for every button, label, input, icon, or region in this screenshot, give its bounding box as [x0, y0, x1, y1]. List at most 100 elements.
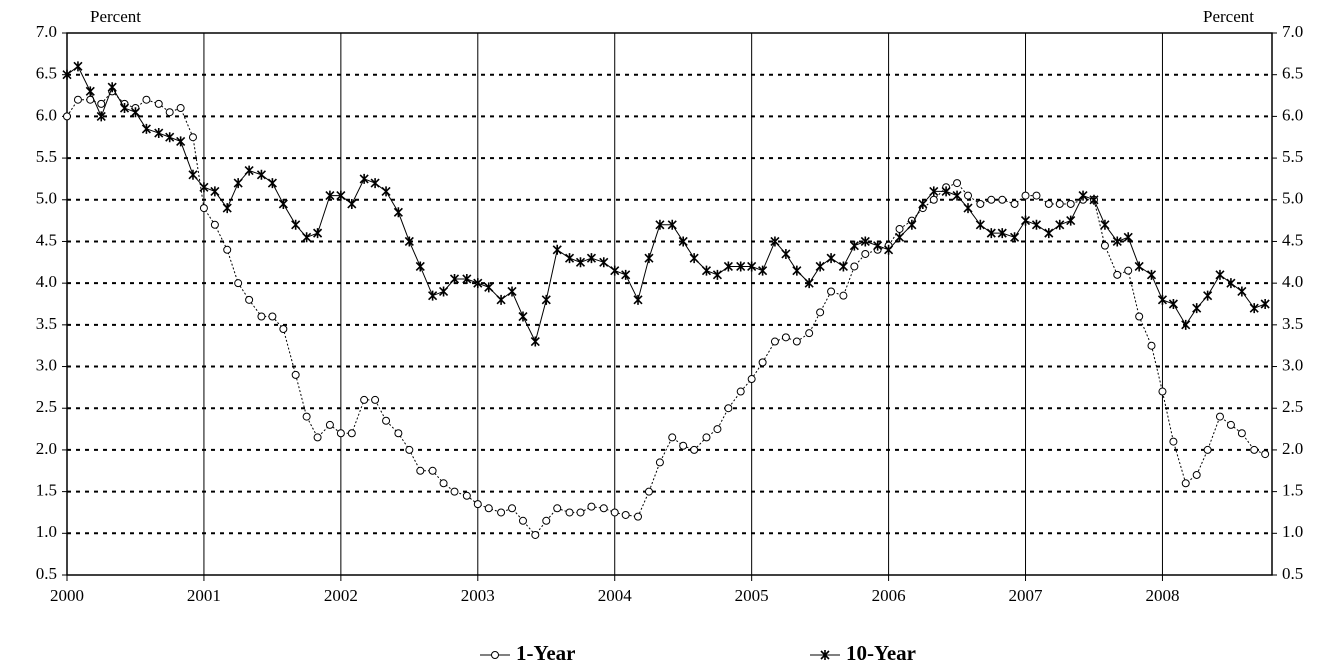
- point: [804, 278, 814, 289]
- point: [1124, 266, 1133, 275]
- point: [679, 441, 688, 450]
- point: [484, 282, 494, 293]
- point: [1100, 241, 1109, 250]
- x-tick-label: 2004: [598, 586, 633, 605]
- point: [839, 291, 848, 300]
- point: [644, 487, 653, 496]
- point: [496, 294, 506, 305]
- point: [199, 182, 209, 193]
- point: [1100, 219, 1110, 230]
- point: [1237, 286, 1247, 297]
- point: [655, 219, 665, 230]
- legend-label: 1-Year: [516, 641, 575, 665]
- point: [1044, 228, 1054, 239]
- point: [199, 204, 208, 213]
- point: [176, 136, 186, 147]
- y2-tick-label: 6.0: [1282, 105, 1303, 124]
- point: [347, 198, 357, 209]
- point: [234, 279, 243, 288]
- point: [210, 220, 219, 229]
- point: [313, 228, 323, 239]
- point: [565, 508, 574, 517]
- point: [473, 278, 483, 289]
- point: [770, 236, 780, 247]
- point: [518, 311, 528, 322]
- point: [621, 269, 631, 280]
- point: [1055, 219, 1065, 230]
- point: [701, 265, 712, 276]
- point: [1192, 470, 1201, 479]
- point: [382, 416, 391, 425]
- point: [302, 232, 312, 243]
- y2-tick-label: 5.5: [1282, 147, 1303, 166]
- point: [1066, 199, 1075, 208]
- point: [805, 329, 814, 338]
- point: [291, 219, 301, 230]
- y-tick-label: 6.5: [36, 64, 57, 83]
- point: [792, 337, 801, 346]
- point: [405, 445, 414, 454]
- point: [634, 512, 643, 521]
- point: [575, 257, 586, 268]
- point: [1226, 278, 1236, 289]
- point: [1113, 270, 1122, 279]
- y-tick-label: 3.0: [36, 355, 57, 374]
- point: [610, 508, 619, 517]
- point: [827, 287, 836, 296]
- point: [1237, 429, 1246, 438]
- point: [736, 261, 746, 272]
- x-tick-label: 2006: [872, 586, 906, 605]
- point: [1010, 199, 1019, 208]
- point: [952, 190, 962, 201]
- y-axis-label: Percent: [90, 7, 141, 26]
- point: [393, 207, 403, 218]
- point: [1215, 412, 1224, 421]
- point: [576, 508, 585, 517]
- point: [678, 236, 688, 247]
- point: [257, 312, 266, 321]
- point: [370, 178, 380, 189]
- point: [873, 240, 883, 251]
- point: [188, 133, 197, 142]
- y2-tick-label: 2.5: [1282, 397, 1303, 416]
- y2-tick-label: 1.5: [1282, 481, 1303, 500]
- point: [655, 458, 664, 467]
- y-tick-label: 1.5: [36, 481, 57, 500]
- point: [963, 203, 973, 214]
- point: [850, 262, 859, 271]
- point: [404, 236, 414, 247]
- point: [1168, 299, 1178, 309]
- y2-tick-label: 6.5: [1282, 64, 1303, 83]
- point: [371, 395, 380, 404]
- point: [599, 257, 609, 268]
- point: [154, 128, 164, 139]
- point: [394, 429, 403, 438]
- point: [1021, 191, 1030, 200]
- point: [176, 104, 185, 113]
- y2-tick-label: 4.0: [1282, 272, 1303, 291]
- point: [302, 412, 311, 421]
- point: [941, 186, 951, 197]
- point: [1055, 199, 1064, 208]
- point: [1157, 294, 1168, 305]
- point: [1147, 341, 1156, 350]
- point: [552, 244, 562, 255]
- point: [975, 219, 985, 230]
- point: [964, 191, 973, 200]
- point: [1010, 232, 1020, 243]
- y-tick-label: 2.0: [36, 439, 57, 458]
- point: [667, 219, 677, 230]
- point: [747, 261, 757, 272]
- point: [1249, 303, 1259, 314]
- point: [1181, 319, 1191, 330]
- y-tick-label: 6.0: [36, 105, 57, 124]
- point: [439, 479, 448, 488]
- point: [63, 112, 71, 121]
- point: [929, 186, 939, 197]
- point: [541, 294, 551, 305]
- point: [1250, 445, 1259, 454]
- y-tick-label: 7.0: [36, 22, 57, 41]
- point: [1032, 191, 1041, 200]
